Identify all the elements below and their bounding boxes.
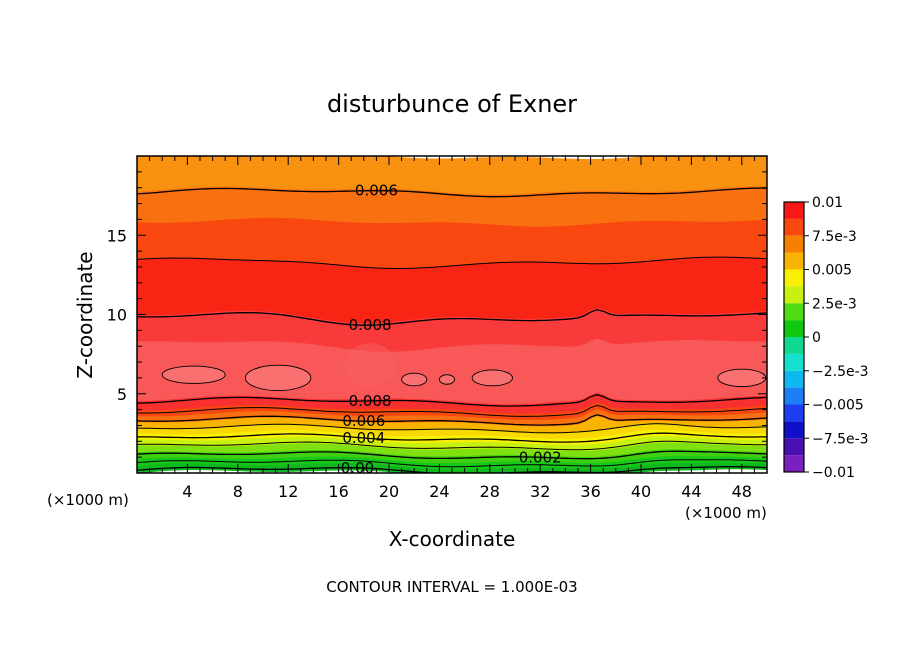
y-axis-ticks: 5 10 15 xyxy=(107,171,767,458)
x-tick-label: 48 xyxy=(732,482,752,501)
contour-interval-footer: CONTOUR INTERVAL = 1.000E-03 xyxy=(326,578,577,596)
closed-contour xyxy=(471,369,513,387)
contour-line xyxy=(137,466,767,473)
x-tick-label: 32 xyxy=(530,482,550,501)
closed-contour xyxy=(244,364,312,392)
colorbar-band xyxy=(784,218,804,236)
y-axis-label: Z-coordinate xyxy=(73,251,97,378)
contour-label: 0.00 xyxy=(341,459,374,477)
contour-line xyxy=(137,256,767,269)
colorbar-tick-label: 0.005 xyxy=(812,263,852,279)
heatmap-band xyxy=(137,338,767,405)
closed-contour xyxy=(401,372,428,387)
x-tick-label: 44 xyxy=(681,482,701,501)
contour-label: 0.004 xyxy=(342,429,385,447)
colorbar-band xyxy=(784,421,804,439)
contour-label: 0.006 xyxy=(342,412,385,430)
x-tick-label: 20 xyxy=(379,482,399,501)
x-axis-label: X-coordinate xyxy=(389,527,516,551)
contour-label: 0.002 xyxy=(519,448,562,466)
contour-label: 0.008 xyxy=(349,316,392,334)
contour-line xyxy=(137,414,767,426)
colorbar-band xyxy=(784,438,804,456)
x-tick-label: 16 xyxy=(328,482,348,501)
colorbar-band xyxy=(784,202,804,219)
chart-title: disturbunce of Exner xyxy=(327,90,577,118)
closed-contour xyxy=(438,374,455,385)
colorbar-band xyxy=(784,269,804,287)
contour-line xyxy=(137,459,767,468)
contour-line xyxy=(137,450,767,460)
contour-line xyxy=(137,440,767,451)
heatmap-pocket xyxy=(344,343,397,388)
colorbar-tick-label: −2.5e-3 xyxy=(812,364,869,380)
contour-line xyxy=(137,394,767,407)
x-tick-label: 36 xyxy=(580,482,600,501)
colorbar-tick-label: −0.01 xyxy=(812,465,855,481)
contour-line xyxy=(137,404,767,417)
heatmap-fill xyxy=(137,156,767,473)
x-axis-ticks: 4 8 12 16 20 24 28 32 36 40 44 48 xyxy=(149,156,755,501)
y-tick-label: 5 xyxy=(117,385,127,404)
colorbar-band xyxy=(784,370,804,388)
x-tick-label: 24 xyxy=(429,482,449,501)
contour-line xyxy=(137,423,767,434)
colorbar-tick-label: −7.5e-3 xyxy=(812,431,869,447)
colorbar-band xyxy=(784,235,804,253)
x-tick-label: 28 xyxy=(480,482,500,501)
colorbar-tick-label: −0.005 xyxy=(812,398,864,414)
contour-label: 0.006 xyxy=(355,182,398,200)
x-unit-left: (×1000 m) xyxy=(47,491,129,509)
colorbar-band xyxy=(784,387,804,405)
colorbar-band xyxy=(784,320,804,337)
colorbar-labels: 0.01 7.5e-3 0.005 2.5e-3 0 −2.5e-3 −0.005 −7.5e… xyxy=(804,195,869,481)
closed-contour xyxy=(161,365,226,384)
x-tick-label: 12 xyxy=(278,482,298,501)
colorbar-band xyxy=(784,404,804,422)
y-tick-label: 10 xyxy=(107,306,127,325)
x-tick-label: 4 xyxy=(182,482,192,501)
x-tick-label: 40 xyxy=(631,482,651,501)
colorbar-tick-label: 0.01 xyxy=(812,195,843,211)
colorbar xyxy=(783,201,805,473)
x-unit-right: (×1000 m) xyxy=(685,504,767,522)
contour-label: 0.008 xyxy=(349,392,392,410)
contour-lines xyxy=(137,187,767,473)
colorbar-band xyxy=(784,337,804,354)
x-tick-label: 8 xyxy=(233,482,243,501)
colorbar-tick-label: 7.5e-3 xyxy=(812,229,857,245)
contour-line xyxy=(137,309,767,326)
closed-contour xyxy=(717,368,767,388)
colorbar-band xyxy=(784,455,804,472)
colorbar-tick-label: 2.5e-3 xyxy=(812,296,857,312)
contour-line xyxy=(137,432,767,443)
contour-line xyxy=(137,187,767,198)
colorbar-band xyxy=(784,353,804,371)
y-tick-label: 15 xyxy=(107,226,127,245)
colorbar-band xyxy=(784,303,804,321)
colorbar-tick-label: 0 xyxy=(812,330,821,346)
heatmap-band xyxy=(137,462,767,473)
colorbar-band xyxy=(784,252,804,270)
colorbar-band xyxy=(784,286,804,304)
